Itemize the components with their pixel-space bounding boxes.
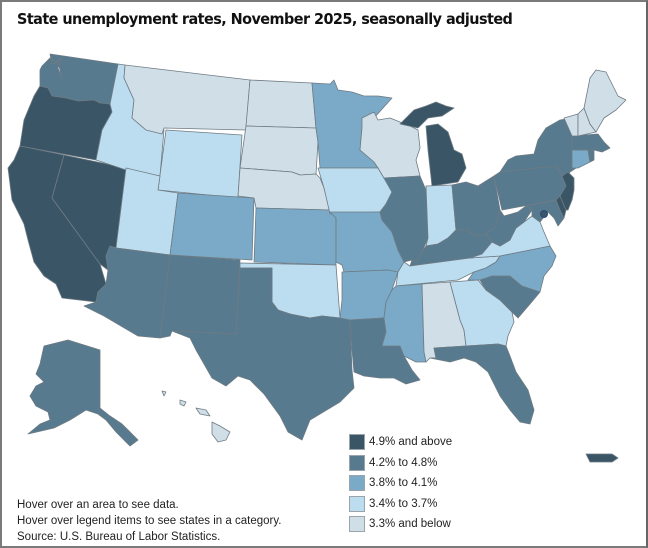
state-HI[interactable]: [161, 390, 231, 443]
legend-item-c1[interactable]: 3.3% and below: [349, 514, 452, 535]
state-ND[interactable]: [245, 79, 317, 129]
state-TX[interactable]: [171, 267, 355, 441]
state-MI[interactable]: [399, 101, 467, 187]
state-MT[interactable]: [123, 64, 251, 135]
state-CT[interactable]: [571, 149, 591, 169]
hover-area-note: Hover over an area to see data.: [17, 499, 179, 511]
state-CO[interactable]: [169, 192, 255, 261]
legend-label: 4.2% to 4.8%: [369, 456, 438, 469]
state-ME[interactable]: [583, 69, 627, 133]
state-NM[interactable]: [159, 254, 241, 339]
legend-item-c3[interactable]: 3.8% to 4.1%: [349, 473, 452, 494]
legend-label: 3.3% and below: [369, 518, 451, 531]
state-DC[interactable]: [540, 210, 548, 218]
hover-legend-note: Hover over legend items to see states in…: [17, 515, 282, 527]
state-NC[interactable]: [467, 245, 557, 293]
state-FL[interactable]: [429, 343, 535, 425]
legend-item-c5[interactable]: 4.9% and above: [349, 432, 452, 453]
legend-swatch: [349, 434, 365, 451]
legend-label: 3.8% to 4.1%: [369, 477, 438, 490]
state-AK[interactable]: [27, 339, 139, 447]
footnotes: Hover over an area to see data. Hover ov…: [17, 497, 281, 545]
legend-label: 3.4% to 3.7%: [369, 497, 438, 510]
legend-item-c2[interactable]: 3.4% to 3.7%: [349, 494, 452, 515]
legend-swatch: [349, 516, 365, 533]
legend-swatch: [349, 495, 365, 512]
state-MA[interactable]: [571, 133, 611, 153]
state-OH[interactable]: [451, 175, 501, 237]
legend: 4.9% and above 4.2% to 4.8% 3.8% to 4.1%…: [349, 432, 452, 535]
state-IA[interactable]: [317, 167, 393, 215]
state-KS[interactable]: [253, 207, 337, 266]
legend-swatch: [349, 475, 365, 492]
legend-label: 4.9% and above: [369, 436, 453, 449]
state-PR[interactable]: [585, 453, 619, 463]
legend-item-c4[interactable]: 4.2% to 4.8%: [349, 453, 452, 474]
state-DE[interactable]: [555, 195, 567, 219]
state-WI[interactable]: [359, 111, 421, 179]
chart-title: State unemployment rates, November 2025,…: [17, 10, 513, 28]
state-NJ[interactable]: [559, 171, 575, 211]
legend-swatch: [349, 454, 365, 471]
source-note: Source: U.S. Bureau of Labor Statistics.: [17, 531, 221, 543]
state-WY[interactable]: [157, 129, 243, 199]
state-SD[interactable]: [239, 125, 319, 176]
